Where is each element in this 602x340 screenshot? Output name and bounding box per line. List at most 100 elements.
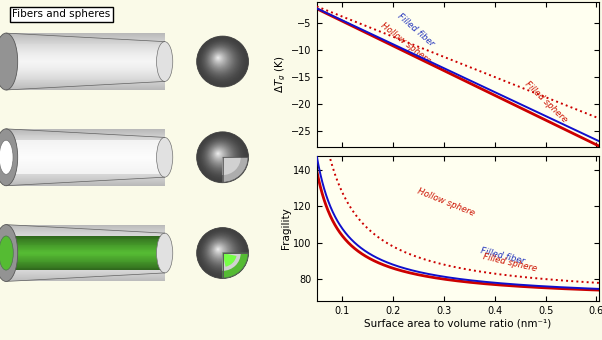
Circle shape xyxy=(216,246,222,253)
Circle shape xyxy=(217,56,220,60)
Circle shape xyxy=(210,145,229,165)
Circle shape xyxy=(202,41,241,80)
Bar xyxy=(12,151,167,152)
Circle shape xyxy=(205,140,237,172)
Bar xyxy=(12,148,167,149)
Circle shape xyxy=(211,50,228,68)
Bar xyxy=(6,278,165,279)
Circle shape xyxy=(198,133,247,181)
Circle shape xyxy=(217,57,219,59)
Circle shape xyxy=(214,149,224,159)
Bar xyxy=(6,44,165,45)
Circle shape xyxy=(204,235,238,269)
Circle shape xyxy=(198,229,247,277)
Circle shape xyxy=(208,48,232,71)
Text: Hollow sphere: Hollow sphere xyxy=(417,186,476,218)
Bar xyxy=(12,173,167,174)
Circle shape xyxy=(200,39,244,82)
Bar xyxy=(6,249,165,250)
Bar xyxy=(12,261,167,262)
Bar xyxy=(6,146,165,147)
Bar xyxy=(6,265,165,266)
Circle shape xyxy=(207,238,233,264)
Circle shape xyxy=(213,52,226,65)
Bar xyxy=(6,85,165,86)
Bar xyxy=(6,244,165,245)
Circle shape xyxy=(203,234,240,270)
Circle shape xyxy=(197,36,249,87)
Bar xyxy=(12,170,167,171)
Circle shape xyxy=(200,136,243,177)
Bar xyxy=(6,49,165,50)
Circle shape xyxy=(213,53,225,65)
Bar xyxy=(6,245,165,246)
Bar xyxy=(6,251,165,252)
Bar xyxy=(12,250,167,251)
Bar xyxy=(6,132,165,133)
Bar xyxy=(6,72,165,73)
Circle shape xyxy=(211,243,227,258)
Circle shape xyxy=(211,51,227,67)
Wedge shape xyxy=(223,253,237,267)
Bar xyxy=(6,169,165,170)
Bar xyxy=(12,161,167,162)
Bar xyxy=(12,166,167,167)
Bar xyxy=(6,33,165,34)
Bar xyxy=(6,156,165,157)
Bar xyxy=(12,268,167,269)
Circle shape xyxy=(204,44,238,77)
Wedge shape xyxy=(223,157,248,182)
Bar xyxy=(6,246,165,247)
Circle shape xyxy=(211,242,228,259)
Circle shape xyxy=(217,248,219,250)
Circle shape xyxy=(209,241,230,261)
Circle shape xyxy=(214,245,224,255)
Circle shape xyxy=(206,141,235,170)
Bar xyxy=(6,243,165,244)
Text: Filled sphere: Filled sphere xyxy=(523,80,568,125)
Bar xyxy=(6,161,165,162)
Circle shape xyxy=(215,55,222,62)
Bar xyxy=(12,246,167,247)
Bar xyxy=(6,273,165,274)
Circle shape xyxy=(206,237,235,266)
Bar xyxy=(12,152,167,153)
Circle shape xyxy=(212,148,226,162)
Bar xyxy=(6,185,165,186)
Bar xyxy=(12,147,167,148)
Bar xyxy=(6,252,165,253)
Circle shape xyxy=(197,132,248,182)
Bar xyxy=(6,75,165,76)
Ellipse shape xyxy=(157,233,173,273)
Bar xyxy=(6,143,165,144)
Bar xyxy=(12,150,167,151)
Circle shape xyxy=(202,137,241,176)
Text: Hollow sphere: Hollow sphere xyxy=(379,21,432,66)
Y-axis label: $\Delta T_g$ (K): $\Delta T_g$ (K) xyxy=(274,55,288,93)
Bar xyxy=(6,165,165,166)
Circle shape xyxy=(213,53,225,64)
Circle shape xyxy=(215,150,222,157)
Circle shape xyxy=(202,233,241,271)
Circle shape xyxy=(207,238,234,265)
Bar xyxy=(6,160,165,161)
Circle shape xyxy=(214,54,223,63)
Circle shape xyxy=(203,139,239,173)
Bar xyxy=(6,54,165,55)
Circle shape xyxy=(204,140,238,172)
Circle shape xyxy=(209,145,230,165)
Bar xyxy=(6,162,165,163)
Bar xyxy=(12,247,167,248)
Circle shape xyxy=(200,135,244,178)
Bar xyxy=(12,265,167,266)
Bar xyxy=(6,48,165,49)
Bar xyxy=(6,145,165,146)
Circle shape xyxy=(202,42,241,79)
Bar xyxy=(12,154,167,155)
Bar xyxy=(6,39,165,40)
Bar xyxy=(12,259,167,260)
Bar xyxy=(6,259,165,260)
Bar xyxy=(6,266,165,267)
Bar xyxy=(6,235,165,236)
Bar xyxy=(6,61,165,62)
